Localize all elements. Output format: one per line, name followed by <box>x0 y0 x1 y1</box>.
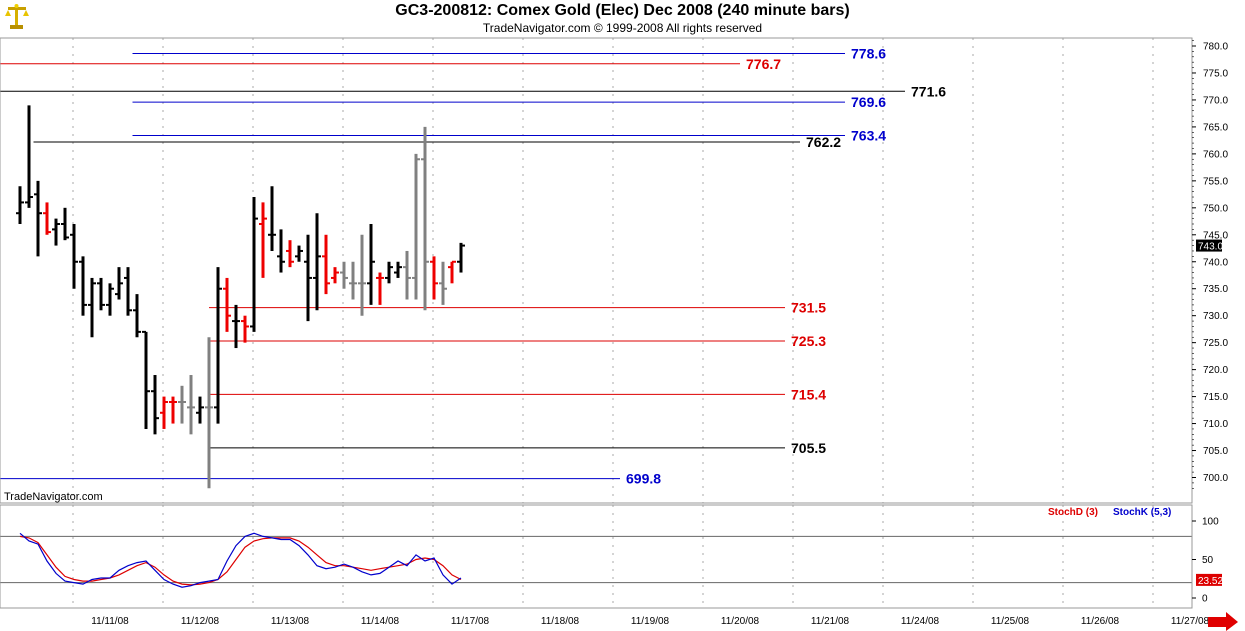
chart-title: GC3-200812: Comex Gold (Elec) Dec 2008 (… <box>395 2 850 19</box>
level-label-725.3: 725.3 <box>791 333 826 349</box>
y-tick-label: 775.0 <box>1203 68 1228 79</box>
last-price-label: 743.0 <box>1198 242 1223 253</box>
level-label-771.6: 771.6 <box>911 83 946 99</box>
y-tick-label: 705.0 <box>1203 446 1228 457</box>
chart-header: GC3-200812: Comex Gold (Elec) Dec 2008 (… <box>0 0 1245 38</box>
price-bars <box>16 105 465 489</box>
x-tick-label: 11/25/08 <box>991 616 1030 627</box>
y-tick-label: 700.0 <box>1203 473 1228 484</box>
x-tick-label: 11/13/08 <box>271 616 310 627</box>
x-tick-label: 11/20/08 <box>721 616 760 627</box>
price-levels: 778.6 776.7 771.6 769.6 763.4 762.2 731.5 725.3… <box>0 46 946 487</box>
stochastic-panel <box>0 532 1192 588</box>
x-tick-label: 11/27/08 <box>1171 616 1210 627</box>
chart-subtitle: TradeNavigator.com © 1999-2008 All right… <box>482 21 763 35</box>
level-label-705.5: 705.5 <box>791 440 826 456</box>
stoch-k-line <box>19 532 462 588</box>
y-tick-label: 710.0 <box>1203 419 1228 430</box>
level-label-778.6: 778.6 <box>851 46 886 62</box>
right-arrow-icon[interactable] <box>1208 612 1238 631</box>
last-stoch-box <box>1196 573 1222 586</box>
y-tick-label: 735.0 <box>1203 284 1228 295</box>
level-label-776.7: 776.7 <box>746 56 781 72</box>
y-tick-label: 715.0 <box>1203 392 1228 403</box>
x-tick-label: 11/24/08 <box>901 616 940 627</box>
x-tick-label: 11/11/08 <box>91 616 129 627</box>
y-tick-label: 765.0 <box>1203 122 1228 133</box>
level-label-731.5: 731.5 <box>791 300 826 316</box>
level-label-762.2: 762.2 <box>806 134 841 150</box>
level-label-715.4: 715.4 <box>791 386 826 402</box>
y-tick-label: 745.0 <box>1203 230 1228 241</box>
x-tick-label: 11/17/08 <box>451 616 490 627</box>
legend-stoch-d: StochD (3) <box>1048 507 1098 518</box>
y-tick-label: 780.0 <box>1203 42 1228 53</box>
x-tick-label: 11/21/08 <box>811 616 850 627</box>
x-tick-label: 11/18/08 <box>541 616 580 627</box>
y-tick-label: 720.0 <box>1203 365 1228 376</box>
stoch-d-line <box>19 535 462 586</box>
watermark: TradeNavigator.com <box>4 491 103 503</box>
y-tick-label: 725.0 <box>1203 338 1228 349</box>
y-tick-label: 750.0 <box>1203 203 1228 214</box>
last-price-box <box>1196 239 1222 252</box>
scale-balance-icon[interactable] <box>2 2 32 37</box>
level-label-699.8: 699.8 <box>626 471 661 487</box>
y-tick-label: 730.0 <box>1203 311 1228 322</box>
y-tick-label: 740.0 <box>1203 257 1228 268</box>
price-panel-border <box>0 37 1193 504</box>
stoch-panel-border <box>0 504 1193 609</box>
axes: 11/11/08 11/12/08 11/13/08 11/14/08 11/17/08… <box>0 37 1228 627</box>
level-label-763.4: 763.4 <box>851 128 886 144</box>
level-label-769.6: 769.6 <box>851 94 886 110</box>
x-tick-label: 11/12/08 <box>181 616 220 627</box>
stoch-tick-label: 100 <box>1202 517 1219 528</box>
x-tick-label: 11/19/08 <box>631 616 670 627</box>
last-stoch-label: 23.52 <box>1198 576 1223 587</box>
stoch-tick-label: 50 <box>1202 555 1214 566</box>
y-tick-label: 760.0 <box>1203 149 1228 160</box>
y-tick-label: 770.0 <box>1203 95 1228 106</box>
y-tick-label: 755.0 <box>1203 176 1228 187</box>
stoch-tick-label: 0 <box>1202 594 1208 605</box>
x-tick-label: 11/14/08 <box>361 616 400 627</box>
legend-stoch-k: StochK (5,3) <box>1113 507 1171 518</box>
x-tick-label: 11/26/08 <box>1081 616 1120 627</box>
